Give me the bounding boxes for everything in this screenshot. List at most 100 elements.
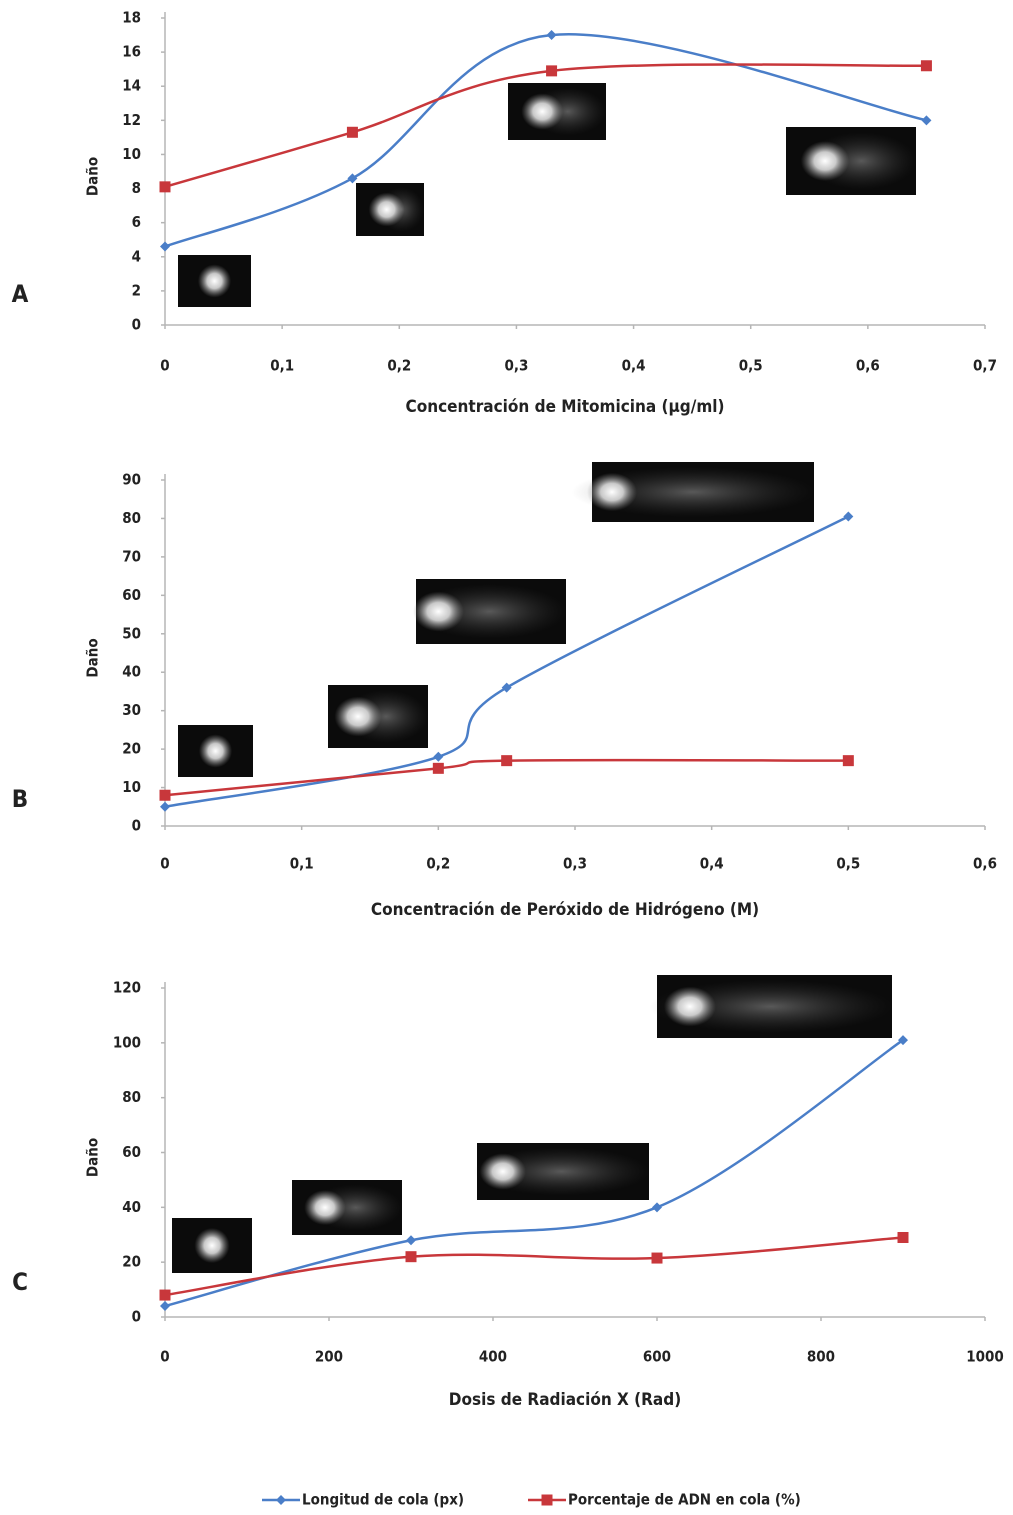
x-tick-label: 800 xyxy=(807,1348,835,1366)
y-axis-label: Daño xyxy=(84,1138,102,1177)
point xyxy=(406,1235,416,1246)
comet-head xyxy=(479,1153,526,1190)
y-axis-label: Daño xyxy=(84,157,102,196)
y-tick-label: 90 xyxy=(122,471,141,489)
y-tick-label: 80 xyxy=(122,1088,141,1106)
point xyxy=(546,65,558,77)
point xyxy=(501,755,513,767)
point xyxy=(897,1231,909,1243)
comet-head xyxy=(521,93,564,130)
y-tick-label: 40 xyxy=(122,1198,141,1216)
point xyxy=(843,511,854,522)
x-tick-label: 0,6 xyxy=(973,855,997,873)
comet-head xyxy=(197,264,232,298)
comet-head xyxy=(334,696,382,737)
y-tick-label: 60 xyxy=(122,586,141,604)
x-tick-label: 0 xyxy=(160,855,169,873)
x-tick-label: 0,1 xyxy=(290,855,314,873)
x-tick-label: 1000 xyxy=(966,1348,1004,1366)
comet-image xyxy=(178,725,253,777)
y-tick-label: 50 xyxy=(122,624,141,642)
y-tick-label: 18 xyxy=(122,9,141,27)
series-line xyxy=(164,33,927,248)
legend-label: Longitud de cola (px) xyxy=(302,1491,464,1509)
comet-head xyxy=(587,472,637,512)
point xyxy=(651,1252,663,1264)
point xyxy=(898,1035,908,1046)
x-tick-label: 0,5 xyxy=(836,855,860,873)
y-tick-label: 12 xyxy=(122,111,141,129)
point xyxy=(501,682,512,693)
point xyxy=(546,30,557,41)
series-line xyxy=(164,515,849,809)
point xyxy=(432,762,444,774)
comet-head xyxy=(194,1227,230,1264)
y-tick-label: 0 xyxy=(132,316,141,334)
comet-head xyxy=(198,734,233,768)
legend-label: Porcentaje de ADN en cola (%) xyxy=(568,1491,801,1509)
point xyxy=(347,173,358,184)
y-tick-label: 60 xyxy=(122,1143,141,1161)
x-tick-label: 0,2 xyxy=(426,855,450,873)
x-tick-label: 0,3 xyxy=(563,855,587,873)
comet-head xyxy=(413,591,464,632)
comet-tail xyxy=(649,980,892,1033)
panel-label: B xyxy=(12,785,28,813)
y-tick-label: 120 xyxy=(113,979,141,997)
x-tick-label: 0 xyxy=(160,357,169,375)
comet-head xyxy=(800,141,850,181)
y-axis-label: Daño xyxy=(84,638,102,677)
y-tick-label: 16 xyxy=(122,43,141,61)
y-tick-label: 40 xyxy=(122,663,141,681)
comet-tail xyxy=(571,466,815,518)
y-tick-label: 2 xyxy=(132,281,141,299)
y-tick-label: 14 xyxy=(122,77,141,95)
point xyxy=(159,181,171,193)
comet-image xyxy=(328,685,428,748)
comet-image xyxy=(508,83,607,140)
point xyxy=(405,1251,417,1263)
point xyxy=(652,1202,662,1213)
y-tick-label: 6 xyxy=(132,213,141,231)
x-tick-label: 0,7 xyxy=(973,357,997,375)
comet-image xyxy=(356,183,424,236)
point xyxy=(160,1301,170,1312)
comet-image xyxy=(413,579,566,644)
x-tick-label: 0,1 xyxy=(270,357,294,375)
legend-marker xyxy=(541,1494,553,1506)
x-axis-label: Concentración de Peróxido de Hidrógeno (… xyxy=(371,900,759,920)
y-tick-label: 0 xyxy=(132,1308,141,1326)
x-tick-label: 0,4 xyxy=(622,357,646,375)
x-axis-label: Dosis de Radiación X (Rad) xyxy=(449,1390,681,1410)
y-tick-label: 80 xyxy=(122,509,141,527)
x-tick-label: 0,5 xyxy=(739,357,763,375)
point xyxy=(433,751,444,762)
y-tick-label: 20 xyxy=(122,1253,141,1271)
point xyxy=(842,755,854,767)
y-tick-label: 0 xyxy=(132,817,141,835)
comet-head xyxy=(368,192,405,227)
x-axis-label: Concentración de Mitomicina (µg/ml) xyxy=(405,397,724,417)
comet-head xyxy=(304,1189,346,1226)
panel-label: C xyxy=(12,1268,28,1296)
y-tick-label: 70 xyxy=(122,547,141,565)
y-tick-label: 10 xyxy=(122,145,141,163)
y-tick-label: 10 xyxy=(122,778,141,796)
y-tick-label: 100 xyxy=(113,1033,141,1051)
x-tick-label: 200 xyxy=(315,1348,343,1366)
legend-marker xyxy=(276,1495,286,1505)
panel-label: A xyxy=(12,280,29,308)
comet-image xyxy=(649,975,892,1038)
point xyxy=(920,60,932,72)
comet-image xyxy=(473,1143,649,1200)
x-tick-label: 0,4 xyxy=(700,855,724,873)
series-line xyxy=(164,1236,904,1297)
series-line xyxy=(164,758,849,797)
x-tick-label: 600 xyxy=(643,1348,671,1366)
point xyxy=(346,126,358,138)
y-tick-label: 30 xyxy=(122,701,141,719)
comet-head xyxy=(663,986,716,1027)
y-tick-label: 8 xyxy=(132,179,141,197)
comet-image xyxy=(178,255,251,307)
